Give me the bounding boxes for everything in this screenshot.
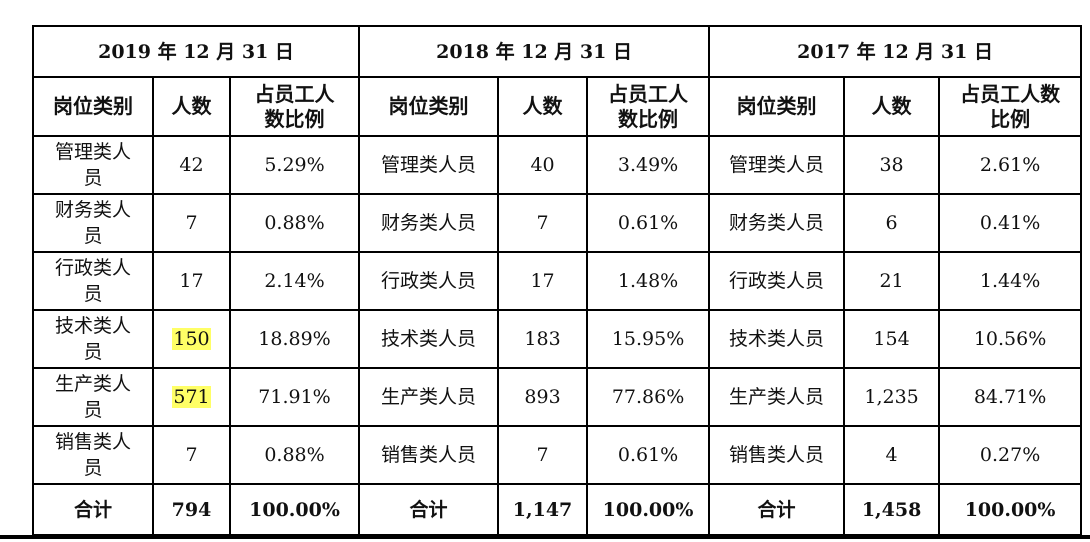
total-label: 合计 — [358, 483, 500, 536]
ratio-cell: 0.88% — [228, 193, 361, 253]
category-cell: 财务类人员 — [708, 193, 846, 253]
category-cell: 销售类人员 — [708, 425, 846, 485]
category-cell: 行政类人员 — [358, 251, 500, 311]
header-count: 人数 — [843, 76, 941, 137]
total-label: 合计 — [708, 483, 846, 536]
category-cell: 管理类人员 — [708, 135, 846, 195]
ratio-cell: 5.29% — [228, 135, 361, 195]
ratio-cell: 2.14% — [228, 251, 361, 311]
total-label: 合计 — [32, 483, 154, 536]
count-cell: 183 — [497, 309, 589, 369]
total-row: 合计 794 100.00% 合计 1,147 100.00% 合计 1,458… — [32, 483, 1083, 536]
total-ratio: 100.00% — [938, 483, 1083, 536]
header-ratio: 占员工人数比例 — [228, 76, 361, 137]
ratio-cell: 15.95% — [586, 309, 711, 369]
year-2019-header: 2019 年 12 月 31 日 — [31, 25, 361, 78]
count-cell: 150 — [152, 309, 231, 369]
year-2017-header: 2017 年 12 月 31 日 — [708, 25, 1083, 78]
count-cell: 893 — [497, 367, 589, 427]
header-category: 岗位类别 — [32, 76, 154, 137]
staff-composition-table: 2019 年 12 月 31 日 2018 年 12 月 31 日 2017 年… — [31, 25, 1083, 536]
count-cell: 4 — [843, 425, 941, 485]
category-cell: 销售类人员 — [358, 425, 500, 485]
count-cell: 7 — [152, 193, 231, 253]
count-cell: 7 — [497, 193, 589, 253]
header-category: 岗位类别 — [358, 76, 500, 137]
table-row: 行政类人员 17 2.14% 行政类人员 17 1.48% 行政类人员 21 1… — [32, 251, 1083, 311]
count-cell: 38 — [843, 135, 941, 195]
ratio-cell: 0.27% — [938, 425, 1083, 485]
count-cell: 1,235 — [843, 367, 941, 427]
year-2018-header: 2018 年 12 月 31 日 — [358, 25, 711, 78]
ratio-cell: 1.44% — [938, 251, 1083, 311]
ratio-cell: 0.61% — [586, 193, 711, 253]
count-cell: 17 — [497, 251, 589, 311]
ratio-cell: 0.41% — [938, 193, 1083, 253]
count-cell: 571 — [152, 367, 231, 427]
total-count: 794 — [152, 483, 231, 536]
category-cell: 管理类人员 — [358, 135, 500, 195]
header-count: 人数 — [152, 76, 231, 137]
table-row: 销售类人员 7 0.88% 销售类人员 7 0.61% 销售类人员 4 0.27… — [32, 425, 1083, 485]
category-cell: 销售类人员 — [32, 425, 154, 485]
table-row: 管理类人员 42 5.29% 管理类人员 40 3.49% 管理类人员 38 2… — [32, 135, 1083, 195]
ratio-cell: 10.56% — [938, 309, 1083, 369]
category-cell: 行政类人员 — [32, 251, 154, 311]
ratio-cell: 3.49% — [586, 135, 711, 195]
highlighted-count: 571 — [172, 386, 211, 408]
highlighted-count: 150 — [172, 328, 211, 350]
count-cell: 21 — [843, 251, 941, 311]
table-row: 技术类人员 150 18.89% 技术类人员 183 15.95% 技术类人员 … — [32, 309, 1083, 369]
staff-table-container: 2019 年 12 月 31 日 2018 年 12 月 31 日 2017 年… — [31, 25, 1083, 536]
category-cell: 管理类人员 — [32, 135, 154, 195]
category-cell: 生产类人员 — [708, 367, 846, 427]
total-ratio: 100.00% — [586, 483, 711, 536]
category-cell: 财务类人员 — [358, 193, 500, 253]
category-cell: 技术类人员 — [358, 309, 500, 369]
table-row: 生产类人员 571 71.91% 生产类人员 893 77.86% 生产类人员 … — [32, 367, 1083, 427]
count-cell: 7 — [152, 425, 231, 485]
total-count: 1,147 — [497, 483, 589, 536]
ratio-cell: 0.61% — [586, 425, 711, 485]
ratio-cell: 77.86% — [586, 367, 711, 427]
column-header-row: 岗位类别 人数 占员工人数比例 岗位类别 人数 占员工人数比例 岗位类别 人数 … — [32, 76, 1083, 137]
table-row: 财务类人员 7 0.88% 财务类人员 7 0.61% 财务类人员 6 0.41… — [32, 193, 1083, 253]
count-cell: 42 — [152, 135, 231, 195]
count-cell: 7 — [497, 425, 589, 485]
count-cell: 154 — [843, 309, 941, 369]
ratio-cell: 2.61% — [938, 135, 1083, 195]
header-category: 岗位类别 — [708, 76, 846, 137]
category-cell: 行政类人员 — [708, 251, 846, 311]
category-cell: 生产类人员 — [32, 367, 154, 427]
ratio-cell: 1.48% — [586, 251, 711, 311]
ratio-cell: 18.89% — [228, 309, 361, 369]
category-cell: 技术类人员 — [708, 309, 846, 369]
header-count: 人数 — [497, 76, 589, 137]
header-ratio: 占员工人数比例 — [586, 76, 711, 137]
total-ratio: 100.00% — [228, 483, 361, 536]
ratio-cell: 0.88% — [228, 425, 361, 485]
count-cell: 17 — [152, 251, 231, 311]
category-cell: 财务类人员 — [32, 193, 154, 253]
ratio-cell: 71.91% — [228, 367, 361, 427]
header-ratio: 占员工人数比例 — [938, 76, 1083, 137]
category-cell: 技术类人员 — [32, 309, 154, 369]
ratio-cell: 84.71% — [938, 367, 1083, 427]
count-cell: 40 — [497, 135, 589, 195]
bottom-divider — [0, 535, 1090, 539]
count-cell: 6 — [843, 193, 941, 253]
total-count: 1,458 — [843, 483, 941, 536]
category-cell: 生产类人员 — [358, 367, 500, 427]
year-header-row: 2019 年 12 月 31 日 2018 年 12 月 31 日 2017 年… — [31, 25, 1083, 78]
